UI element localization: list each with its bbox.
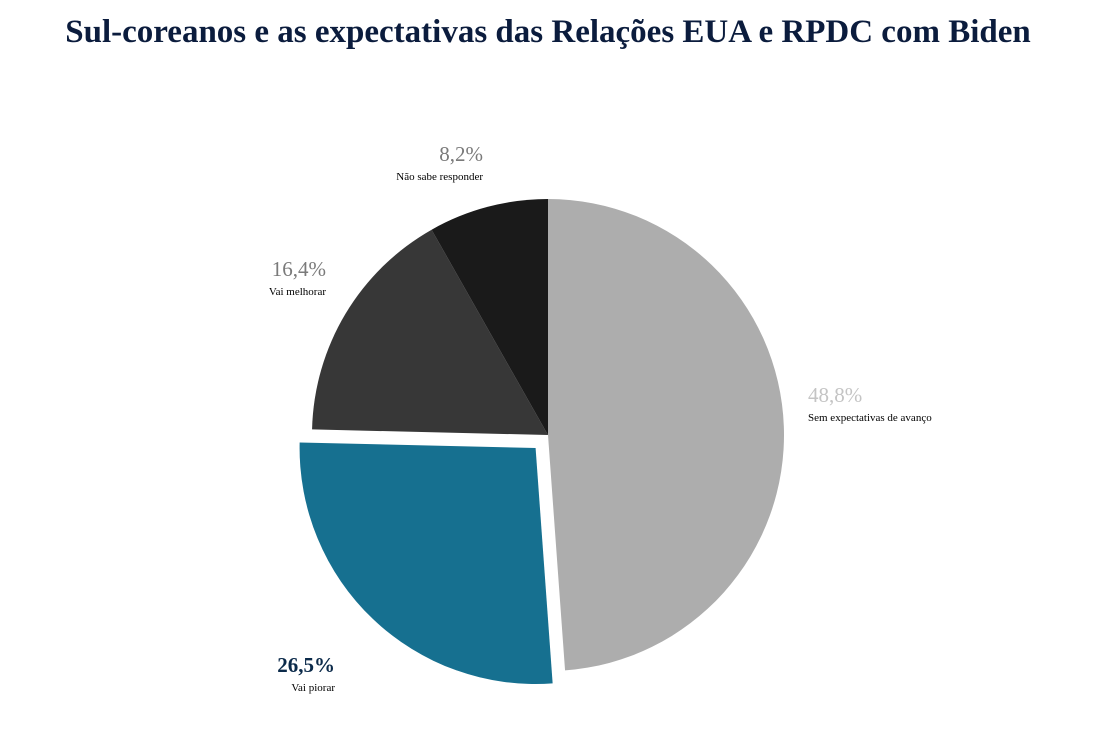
slice-value-label: 26,5% [277,653,335,677]
pie-slice [548,199,784,671]
slice-category-label: Vai melhorar [269,286,326,298]
slice-category-label: Não sabe responder [396,171,483,183]
slice-value-label: 16,4% [272,257,326,281]
slice-value-label: 8,2% [439,142,483,166]
pie-slice [299,442,553,685]
slice-category-label: Vai piorar [291,682,335,694]
slice-category-label: Sem expectativas de avanço [808,412,932,424]
slice-value-label: 48,8% [808,383,862,407]
chart-title: Sul-coreanos e as expectativas das Relaç… [65,14,1031,50]
pie-slice [431,199,548,435]
pie-slice [312,229,548,435]
